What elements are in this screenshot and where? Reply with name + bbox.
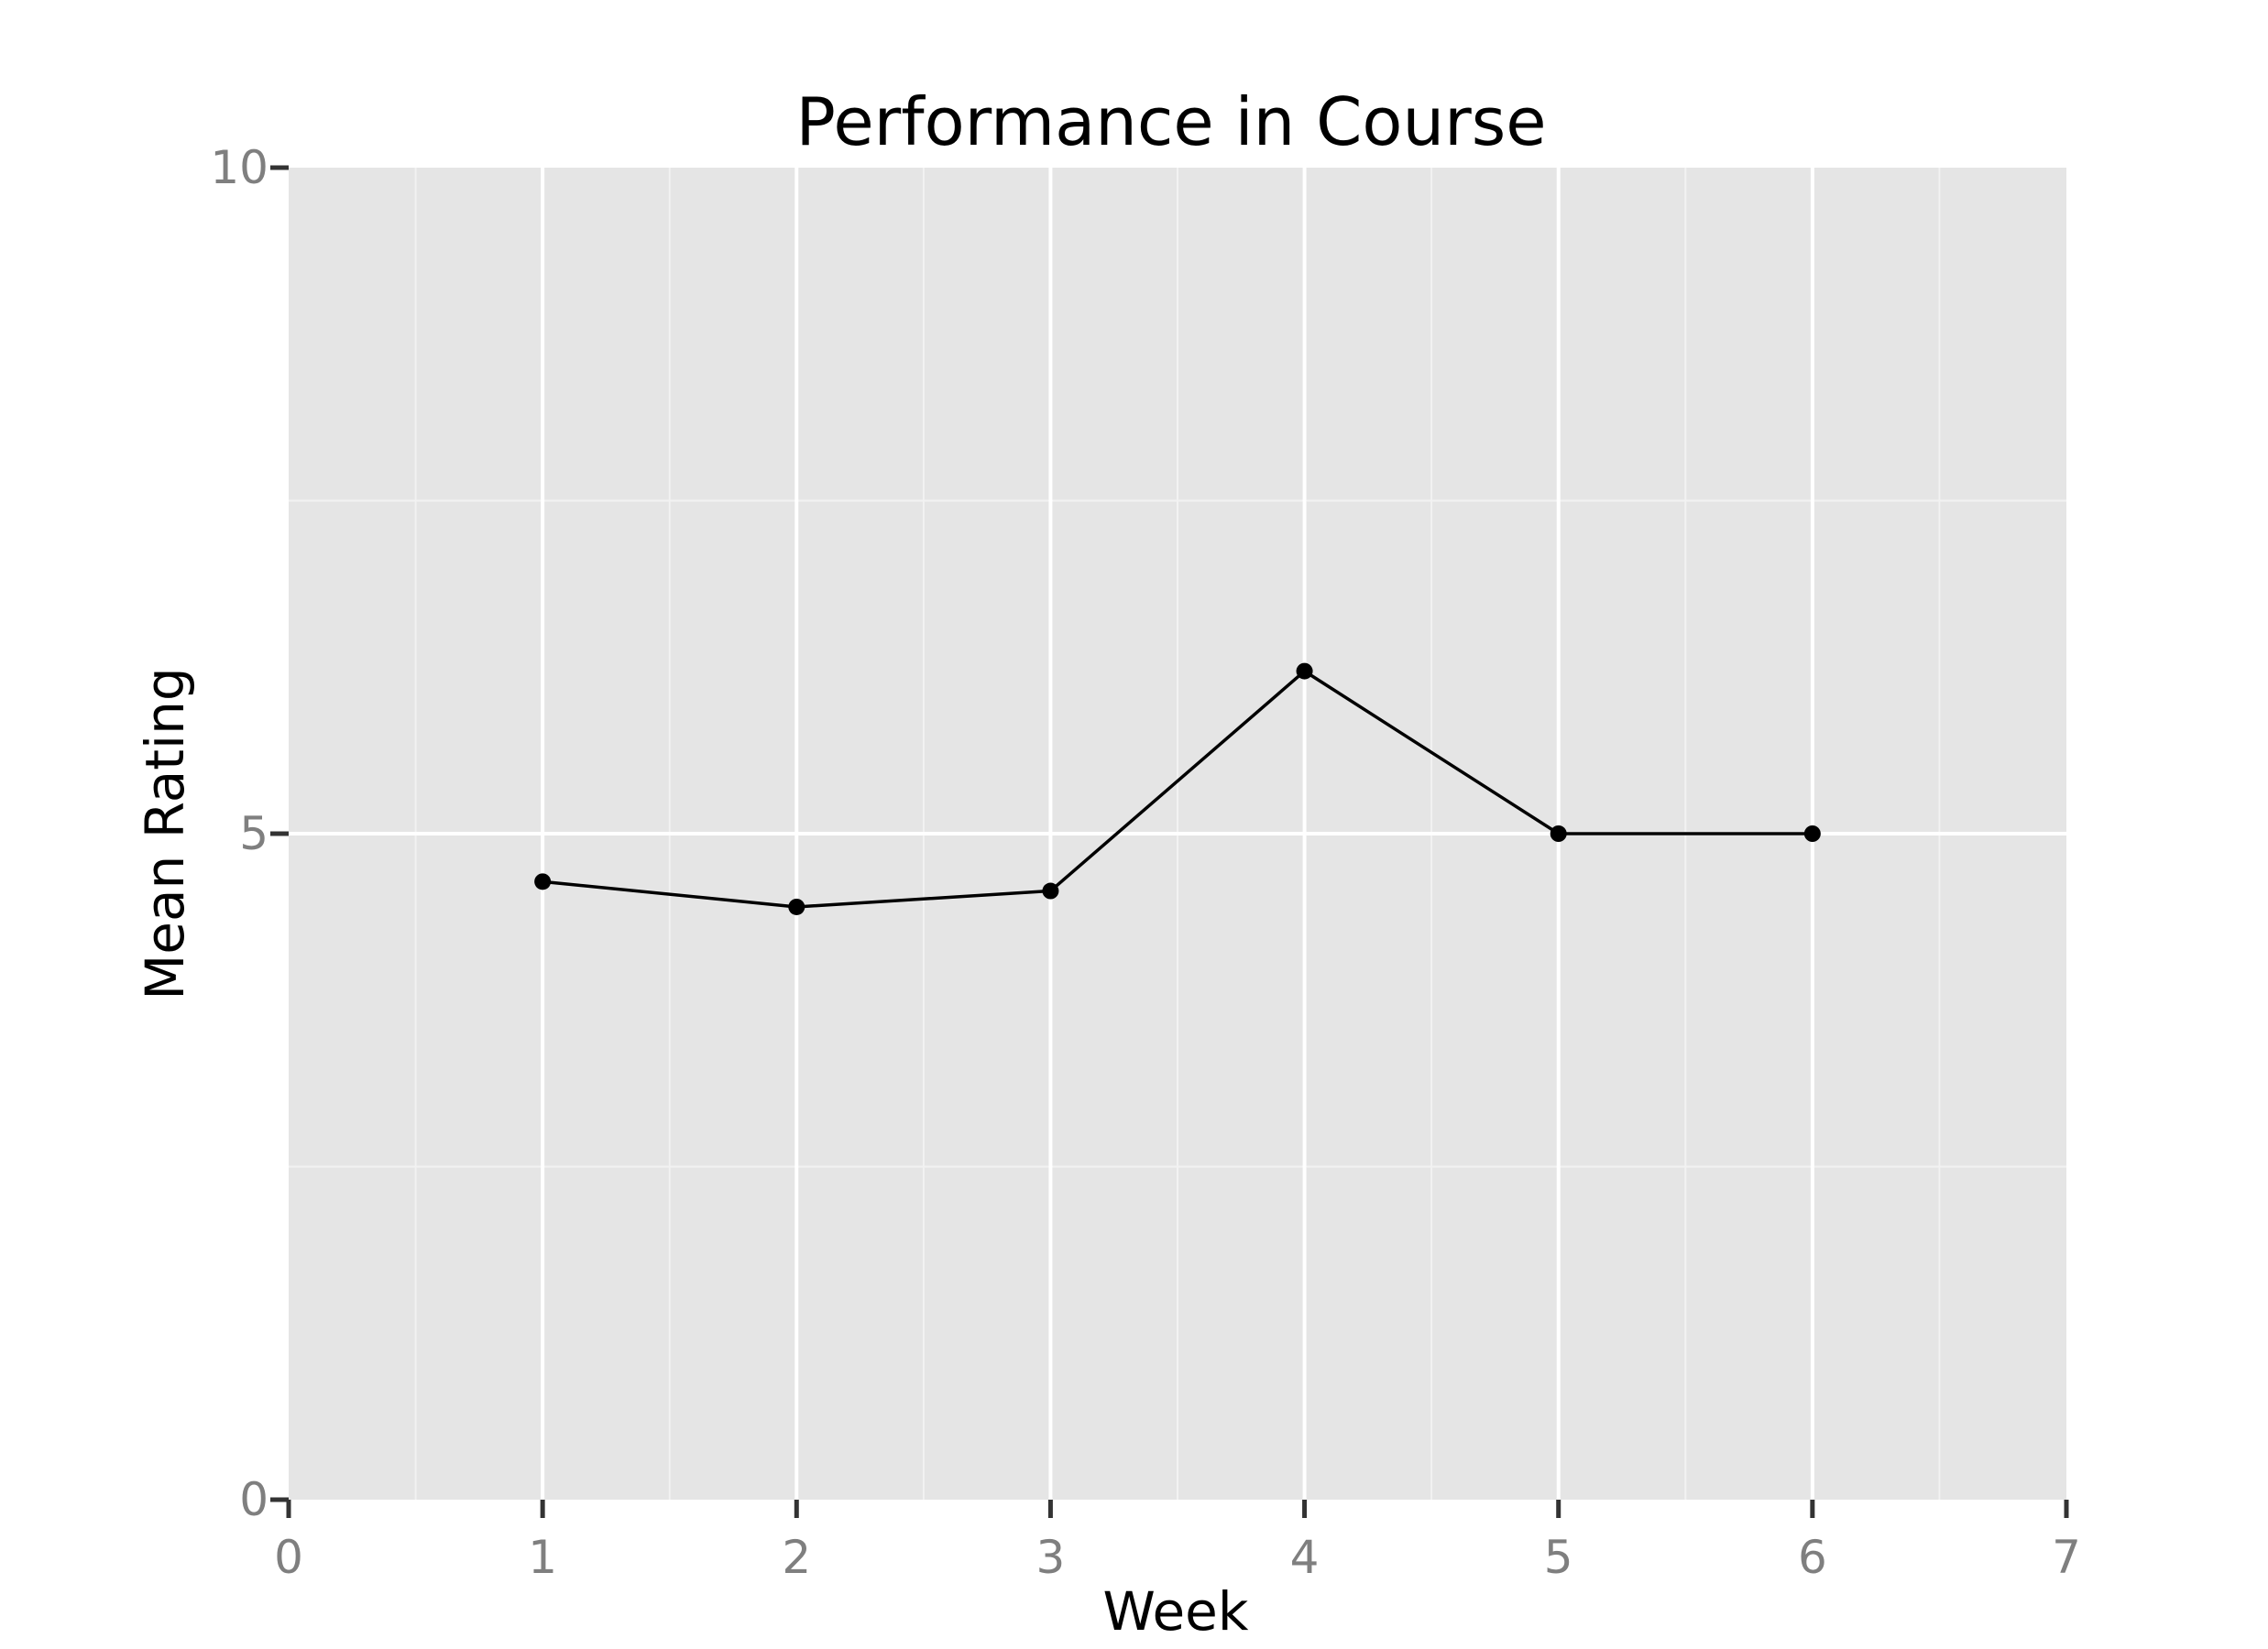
x-tick-label: 1 [528,1531,557,1584]
chart-title: Performance in Course [795,83,1546,160]
x-axis-label: Week [1103,1580,1249,1643]
x-tick-label: 5 [1544,1531,1573,1584]
series-line [542,669,1813,909]
data-point [534,873,552,890]
data-point [788,898,805,915]
x-tick-label: 0 [274,1531,303,1584]
x-tick-label: 4 [1290,1531,1320,1584]
x-tick-label: 7 [2052,1531,2081,1584]
x-tick-label: 2 [782,1531,811,1584]
y-tick-label: 0 [239,1473,268,1526]
y-tick-label: 5 [239,807,268,860]
data-point [1803,825,1821,842]
x-tick-label: 3 [1036,1531,1066,1584]
series-group [534,662,1821,915]
y-tick-label: 10 [210,141,268,194]
y-axis-label: Mean Rating [134,667,196,999]
axis-ticks: 0 1 2 3 4 5 6 7 0 5 10 [210,141,2081,1584]
data-point [1550,825,1567,842]
x-tick-label: 6 [1798,1531,1827,1584]
data-point [1042,882,1059,900]
data-point [1296,662,1313,680]
